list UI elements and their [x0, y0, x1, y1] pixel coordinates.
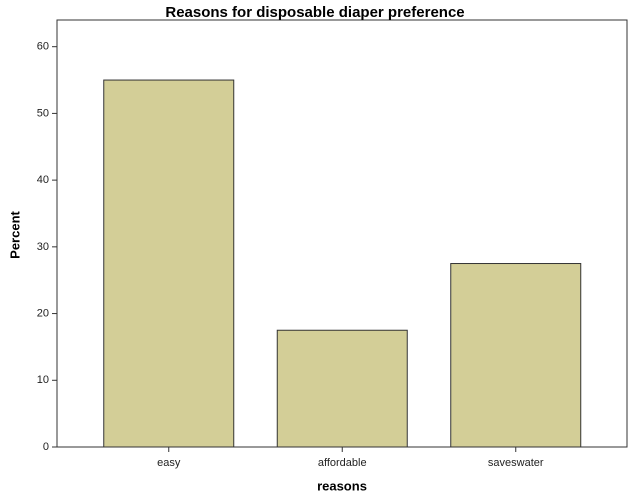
x-tick-label: affordable — [318, 457, 367, 469]
bar — [450, 263, 582, 448]
x-tick-label: saveswater — [488, 457, 544, 469]
y-tick-label: 30 — [37, 241, 49, 253]
chart-title: Reasons for disposable diaper preference — [165, 4, 464, 21]
x-tick-label: easy — [157, 457, 181, 469]
y-tick-label: 60 — [37, 41, 49, 53]
bar — [103, 79, 235, 448]
bar — [276, 329, 408, 448]
y-tick-label: 0 — [43, 441, 49, 453]
y-axis-title: Percent — [7, 210, 22, 258]
x-axis-title: reasons — [317, 478, 367, 493]
y-tick-label: 50 — [37, 107, 49, 119]
y-tick-label: 10 — [37, 374, 49, 386]
y-tick-label: 20 — [37, 307, 49, 319]
y-tick-label: 40 — [37, 174, 49, 186]
